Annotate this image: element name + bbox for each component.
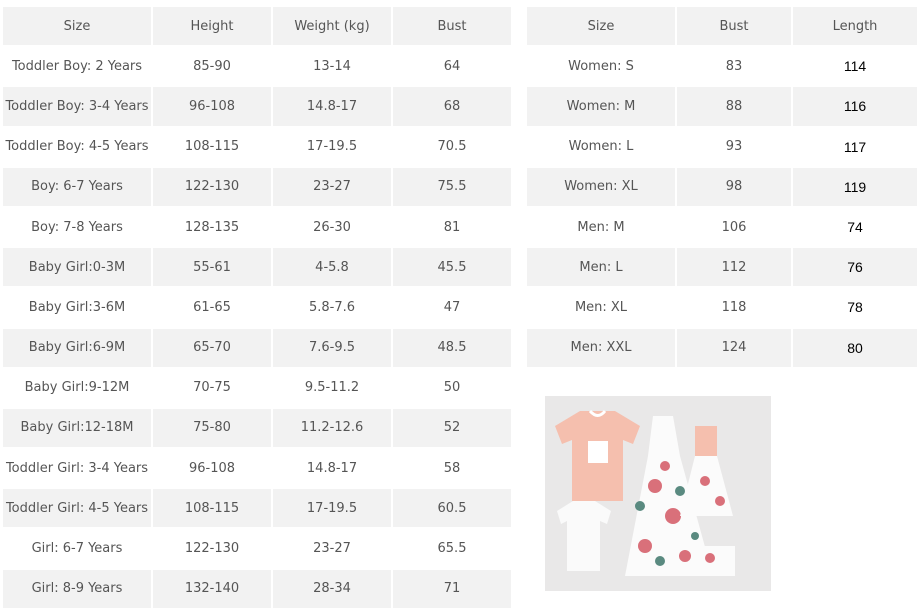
table-cell: 65-70 <box>153 328 271 367</box>
header-cell: Bust <box>677 7 791 46</box>
table-cell: 75.5 <box>393 167 511 206</box>
table-cell: 65.5 <box>437 541 467 557</box>
table-cell: 118 <box>721 299 747 315</box>
table-cell: 64 <box>443 58 461 74</box>
table-cell: 9.5-11.2 <box>304 380 360 396</box>
table-cell: 93 <box>725 139 743 155</box>
adult-size-table: Size Bust Length Women: S 83 114 Women: M 88 116… <box>527 7 917 367</box>
table-cell: 70-75 <box>193 380 231 396</box>
table-cell: 17-19.5 <box>306 139 358 155</box>
table-cell: Baby Girl:9-12M <box>24 380 130 396</box>
table-cell: 5.8-7.6 <box>308 299 356 315</box>
table-cell: 58 <box>443 460 461 476</box>
table-cell: Women: S <box>568 58 634 74</box>
table-cell: 112 <box>677 248 791 287</box>
table-cell: Men: L <box>527 248 675 287</box>
table-cell: 85-90 <box>193 58 231 74</box>
table-cell: Toddler Girl: 3-4 Years <box>5 460 149 476</box>
table-cell: 11.2-12.6 <box>273 408 391 448</box>
table-cell: Women: XL <box>527 167 675 206</box>
table-cell: 132-140 <box>153 569 271 608</box>
table-cell: Women: M <box>527 87 675 126</box>
table-cell: Toddler Boy: 4-5 Years <box>5 139 149 155</box>
table-cell: Baby Girl:0-3M <box>3 248 151 287</box>
table-cell: 98 <box>677 167 791 206</box>
table-cell: 23-27 <box>313 541 351 557</box>
table-cell: 74 <box>847 219 863 236</box>
table-cell: 108-115 <box>153 489 271 528</box>
table-cell: 81 <box>443 219 461 235</box>
table-cell: 96-108 <box>153 87 271 126</box>
table-cell: 68 <box>393 87 511 126</box>
table-cell: 17-19.5 <box>273 489 391 528</box>
header-cell: Height <box>153 7 271 46</box>
table-cell: 14.8-17 <box>273 87 391 126</box>
table-cell: 7.6-9.5 <box>273 328 391 367</box>
table-cell: 114 <box>843 58 867 75</box>
table-cell: 108-115 <box>184 139 240 155</box>
table-cell: Baby Girl:3-6M <box>28 299 126 315</box>
table-cell: 55-61 <box>153 248 271 287</box>
table-cell: 128-135 <box>184 219 240 235</box>
table-cell: 4-5.8 <box>273 248 391 287</box>
table-cell: 80 <box>793 328 917 367</box>
table-cell: 60.5 <box>393 489 511 528</box>
table-cell: 70.5 <box>437 139 467 155</box>
header-cell: Bust <box>393 7 511 46</box>
table-cell: 47 <box>443 299 461 315</box>
table-cell: 52 <box>393 408 511 448</box>
table-cell: Baby Girl:12-18M <box>3 408 151 448</box>
table-cell: 106 <box>721 219 747 235</box>
table-cell: 13-14 <box>313 58 351 74</box>
header-cell: Length <box>793 7 917 46</box>
table-cell: 122-130 <box>184 541 240 557</box>
table-cell: Men: M <box>577 219 625 235</box>
table-cell: 88 <box>677 87 791 126</box>
table-cell: 14.8-17 <box>306 460 358 476</box>
table-cell: 96-108 <box>188 460 236 476</box>
table-cell: 23-27 <box>273 167 391 206</box>
table-cell: Girl: 8-9 Years <box>3 569 151 608</box>
header-cell: Weight (kg) <box>273 7 391 46</box>
table-cell: Toddler Girl: 4-5 Years <box>3 489 151 528</box>
table-cell: 116 <box>793 87 917 126</box>
table-cell: 45.5 <box>393 248 511 287</box>
header-cell: Size <box>3 7 151 46</box>
table-cell: 119 <box>793 167 917 206</box>
table-cell: 83 <box>725 58 743 74</box>
table-cell: 50 <box>443 380 461 396</box>
table-cell: Women: L <box>568 139 634 155</box>
table-cell: 75-80 <box>153 408 271 448</box>
table-cell: 124 <box>677 328 791 367</box>
table-cell: 122-130 <box>153 167 271 206</box>
table-cell: Men: XL <box>574 299 628 315</box>
kids-size-table: Size Height Weight (kg) Bust Toddler Boy: 2 … <box>3 7 511 608</box>
table-cell: Toddler Boy: 2 Years <box>11 58 143 74</box>
table-cell: 117 <box>843 138 867 155</box>
table-cell: 48.5 <box>393 328 511 367</box>
table-cell: Boy: 7-8 Years <box>31 219 123 235</box>
header-cell: Size <box>527 7 675 46</box>
table-cell: 26-30 <box>313 219 351 235</box>
table-cell: 71 <box>393 569 511 608</box>
product-photo <box>545 396 771 591</box>
table-cell: 61-65 <box>193 299 231 315</box>
table-cell: 76 <box>793 248 917 287</box>
table-cell: Girl: 6-7 Years <box>31 541 123 557</box>
table-cell: Baby Girl:6-9M <box>3 328 151 367</box>
table-cell: 28-34 <box>273 569 391 608</box>
table-cell: 78 <box>847 299 863 316</box>
table-cell: Boy: 6-7 Years <box>3 167 151 206</box>
table-cell: Toddler Boy: 3-4 Years <box>3 87 151 126</box>
table-cell: Men: XXL <box>527 328 675 367</box>
